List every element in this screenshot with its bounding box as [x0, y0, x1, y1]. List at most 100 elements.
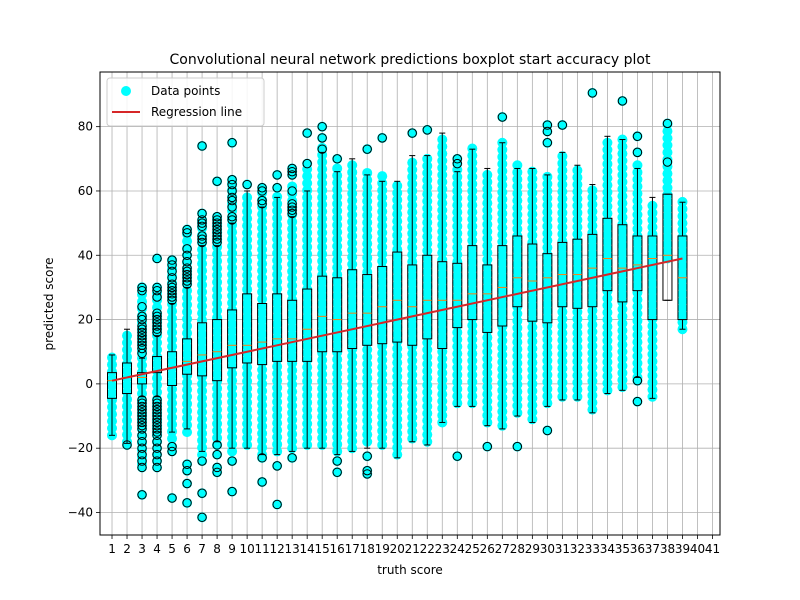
data-point	[347, 301, 358, 312]
chart-title: Convolutional neural network predictions…	[170, 52, 651, 68]
data-point	[542, 249, 553, 260]
x-tick-label: 7	[198, 542, 206, 556]
data-point	[527, 251, 538, 262]
flier	[152, 398, 162, 408]
flier	[152, 424, 162, 434]
data-point	[467, 249, 478, 260]
flier	[212, 467, 222, 478]
data-point	[197, 512, 208, 523]
data-point	[677, 239, 688, 250]
data-point	[287, 452, 298, 463]
data-point	[362, 167, 373, 178]
flier	[182, 273, 192, 283]
data-point	[377, 132, 388, 143]
data-point	[392, 301, 403, 312]
flier	[287, 199, 297, 209]
data-point	[527, 301, 538, 312]
data-point	[497, 250, 508, 261]
data-point	[497, 257, 508, 268]
data-point	[497, 243, 508, 254]
box-33	[587, 184, 598, 414]
x-tick-label: 22	[420, 542, 435, 556]
box-18	[362, 174, 373, 449]
data-point	[272, 354, 283, 365]
data-point	[257, 308, 268, 319]
data-point	[662, 189, 673, 200]
data-point	[572, 299, 583, 310]
flier	[497, 112, 508, 122]
data-point	[332, 456, 343, 467]
x-tick-label: 36	[630, 542, 645, 556]
data-point	[572, 271, 583, 282]
flier	[152, 417, 162, 428]
data-point	[527, 258, 538, 269]
flier	[167, 446, 177, 457]
data-point	[467, 242, 478, 253]
data-point	[452, 277, 463, 288]
data-point	[572, 264, 583, 275]
data-point	[482, 290, 493, 301]
data-point	[422, 274, 433, 285]
data-point	[557, 285, 568, 296]
x-tick-label: 29	[525, 542, 540, 556]
data-point	[572, 243, 583, 254]
data-point	[677, 303, 688, 314]
data-point	[587, 291, 598, 302]
x-tick-label: 26	[480, 542, 495, 556]
data-point	[407, 327, 418, 338]
flier	[212, 449, 222, 460]
flier	[137, 411, 147, 421]
flier	[257, 199, 267, 209]
flier	[167, 285, 177, 296]
flier	[302, 128, 312, 138]
data-point	[572, 250, 583, 261]
data-point	[227, 174, 238, 185]
flier	[167, 289, 177, 299]
data-point	[257, 329, 268, 340]
flier	[317, 144, 327, 154]
flier	[182, 478, 192, 489]
data-point	[452, 313, 463, 324]
flier	[137, 398, 147, 408]
box-body	[182, 338, 193, 375]
data-point	[632, 375, 643, 386]
flier	[212, 231, 222, 241]
data-point	[647, 278, 658, 289]
data-point	[452, 284, 463, 295]
flier	[137, 340, 147, 350]
data-point	[482, 304, 493, 315]
data-point	[557, 257, 568, 268]
data-point	[272, 347, 283, 358]
data-point	[617, 226, 628, 237]
data-point	[542, 292, 553, 303]
data-point	[227, 137, 238, 148]
data-point	[512, 280, 523, 291]
flier	[197, 488, 207, 498]
data-point	[512, 294, 523, 305]
data-point	[422, 323, 433, 334]
flier	[137, 456, 147, 466]
data-point	[452, 292, 463, 303]
data-point	[662, 211, 673, 222]
data-point	[662, 133, 673, 144]
flier	[197, 231, 207, 241]
data-point	[497, 314, 508, 325]
data-point	[542, 256, 553, 267]
data-point	[362, 144, 373, 155]
box-body	[212, 319, 223, 382]
x-tick-label: 16	[330, 542, 345, 556]
flier	[227, 186, 237, 196]
box-31	[557, 151, 568, 401]
data-point	[407, 320, 418, 331]
legend-marker-data-points	[121, 86, 131, 96]
fliers-layer	[122, 88, 673, 523]
x-tick-label: 20	[390, 542, 405, 556]
flier	[137, 282, 147, 293]
box-body	[287, 299, 298, 362]
data-point	[107, 380, 118, 391]
data-point	[227, 312, 238, 323]
data-point	[287, 308, 298, 319]
data-point	[422, 302, 433, 313]
y-tick-label: 0	[85, 377, 93, 391]
data-point	[527, 279, 538, 290]
